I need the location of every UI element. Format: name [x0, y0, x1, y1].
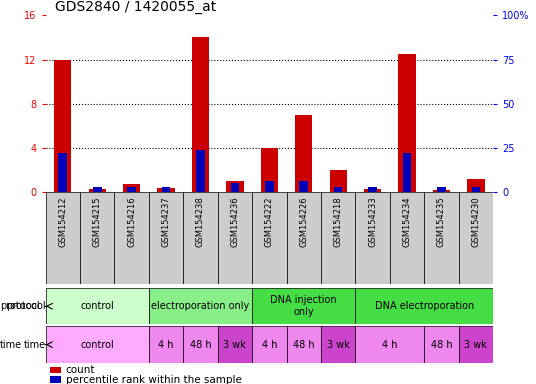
Bar [46, 192, 80, 284]
Bar [46, 288, 149, 324]
Bar [355, 288, 493, 324]
Text: protocol: protocol [6, 301, 46, 311]
Text: GSM154226: GSM154226 [299, 197, 308, 247]
Text: GDS2840 / 1420055_at: GDS2840 / 1420055_at [55, 0, 216, 14]
Bar [218, 326, 252, 363]
Bar [300, 181, 308, 192]
Text: time: time [24, 339, 46, 350]
Bar [46, 326, 149, 363]
Text: control: control [80, 339, 114, 350]
Bar [162, 187, 170, 192]
Bar [183, 192, 218, 284]
Text: GSM154233: GSM154233 [368, 197, 377, 247]
Bar [88, 189, 106, 192]
Bar [425, 192, 459, 284]
Text: time: time [0, 339, 22, 350]
Bar [252, 326, 287, 363]
Bar [265, 181, 274, 192]
Bar [334, 187, 343, 192]
Bar [459, 326, 493, 363]
Text: electroporation only: electroporation only [151, 301, 250, 311]
Bar [252, 288, 355, 324]
Bar [472, 187, 480, 192]
Bar [425, 326, 459, 363]
Bar [330, 170, 347, 192]
Bar [355, 192, 390, 284]
Bar [355, 326, 425, 363]
Bar [321, 326, 355, 363]
Bar [295, 115, 312, 192]
Text: 3 wk: 3 wk [327, 339, 349, 350]
Text: GSM154216: GSM154216 [127, 197, 136, 247]
Bar [467, 179, 485, 192]
Bar [58, 153, 67, 192]
Bar [93, 187, 101, 192]
Bar [287, 326, 321, 363]
Text: GSM154238: GSM154238 [196, 197, 205, 247]
Bar [230, 183, 239, 192]
Bar [403, 153, 411, 192]
Bar [398, 54, 415, 192]
Text: 48 h: 48 h [293, 339, 315, 350]
Text: 3 wk: 3 wk [465, 339, 487, 350]
Text: GSM154234: GSM154234 [403, 197, 412, 247]
Bar [149, 326, 183, 363]
Text: percentile rank within the sample: percentile rank within the sample [66, 375, 242, 384]
Text: count: count [66, 365, 95, 375]
Bar [50, 367, 61, 373]
Text: control: control [80, 301, 114, 311]
Bar [128, 187, 136, 192]
Text: GSM154235: GSM154235 [437, 197, 446, 247]
Bar [226, 181, 243, 192]
Text: 3 wk: 3 wk [224, 339, 247, 350]
Bar [218, 192, 252, 284]
Text: GSM154215: GSM154215 [93, 197, 102, 247]
Text: GSM154212: GSM154212 [58, 197, 68, 247]
Bar [149, 288, 252, 324]
Bar [80, 192, 114, 284]
Text: 4 h: 4 h [382, 339, 398, 350]
Bar [192, 38, 209, 192]
Text: 48 h: 48 h [430, 339, 452, 350]
Bar [321, 192, 355, 284]
Bar [54, 60, 71, 192]
Text: GSM154230: GSM154230 [471, 197, 480, 247]
Bar [364, 189, 381, 192]
Bar [433, 190, 450, 192]
Text: 4 h: 4 h [262, 339, 277, 350]
Bar [183, 326, 218, 363]
Text: DNA injection
only: DNA injection only [271, 295, 337, 317]
Text: GSM154222: GSM154222 [265, 197, 274, 247]
Bar [196, 150, 205, 192]
Bar [260, 148, 278, 192]
Text: protocol: protocol [0, 301, 40, 311]
Bar [252, 192, 287, 284]
Bar [459, 192, 493, 284]
Bar [114, 192, 149, 284]
Bar [123, 184, 140, 192]
Text: GSM154218: GSM154218 [334, 197, 343, 247]
Bar [287, 192, 321, 284]
Text: GSM154236: GSM154236 [230, 197, 240, 247]
Text: GSM154237: GSM154237 [161, 197, 170, 247]
Bar [158, 188, 175, 192]
Bar [368, 187, 377, 192]
Text: 4 h: 4 h [158, 339, 174, 350]
Bar [50, 376, 61, 383]
Text: 48 h: 48 h [190, 339, 211, 350]
Text: DNA electroporation: DNA electroporation [375, 301, 474, 311]
Bar [437, 187, 446, 192]
Bar [149, 192, 183, 284]
Bar [390, 192, 425, 284]
